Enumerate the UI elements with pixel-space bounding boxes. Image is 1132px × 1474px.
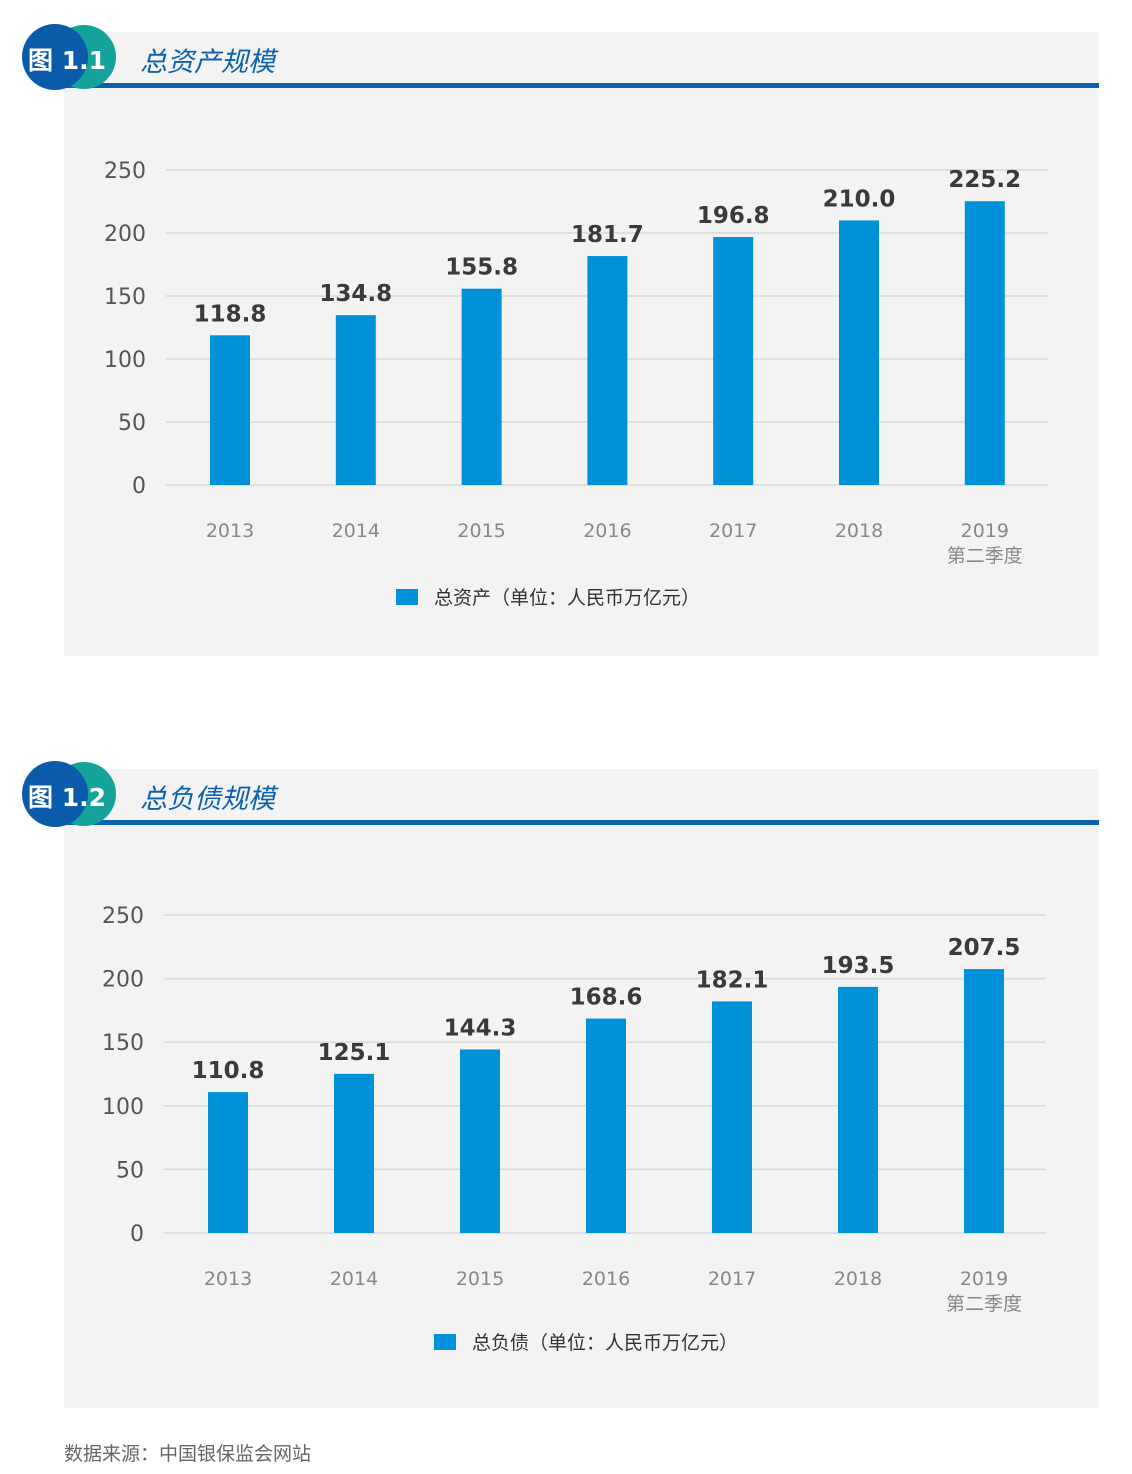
data-label: 125.1	[318, 1040, 391, 1066]
legend-label: 总负债（单位：人民币万亿元）	[472, 1332, 738, 1354]
x-tick-label: 2018	[835, 520, 883, 542]
data-label: 168.6	[570, 985, 643, 1011]
bar	[461, 288, 502, 485]
data-label: 210.0	[823, 186, 896, 212]
y-tick-label: 150	[104, 285, 146, 310]
y-tick-label: 200	[102, 968, 144, 993]
y-tick-label: 100	[104, 348, 146, 373]
header-rule	[64, 83, 1099, 88]
y-tick-label: 200	[104, 222, 146, 247]
data-label: 207.5	[948, 935, 1021, 961]
x-tick-label: 2017	[708, 1268, 756, 1290]
assets-bar-chart: 0 50 100 150 200 250 118.8 2013 134.8 2014 155.8 20…	[104, 159, 1048, 609]
y-tick-label: 0	[130, 1222, 144, 1247]
bar	[839, 220, 879, 485]
y-tick-label: 100	[102, 1095, 144, 1120]
data-label: 144.3	[444, 1015, 517, 1041]
bar	[586, 1018, 626, 1233]
liabilities-bar-chart: 0 50 100 150 200 250 110.8 2013 125.1 2014 144.3 20…	[102, 904, 1046, 1354]
data-label: 181.7	[571, 222, 644, 248]
y-tick-label: 150	[102, 1031, 144, 1056]
bar	[838, 986, 878, 1233]
bar	[712, 1001, 752, 1233]
x-tick-label: 2016	[583, 520, 631, 542]
data-label: 110.8	[192, 1058, 265, 1084]
x-tick-label: 2016	[582, 1268, 630, 1290]
bar	[210, 335, 250, 485]
x-tick-label: 2013	[206, 520, 254, 542]
x-tick-label: 2019	[960, 1268, 1008, 1290]
legend-swatch	[396, 589, 418, 605]
bar	[208, 1092, 248, 1233]
header-rule	[64, 820, 1099, 825]
x-tick-label: 第二季度	[946, 1293, 1022, 1315]
y-tick-label: 250	[104, 159, 146, 184]
chart-panel-liabilities	[64, 769, 1099, 1408]
figure-badge: 图 1.1	[22, 24, 116, 90]
figure-badge: 图 1.2	[22, 761, 116, 827]
data-label: 196.8	[697, 203, 770, 229]
x-tick-label: 2015	[456, 1268, 504, 1290]
chart-title: 总负债规模	[140, 784, 275, 815]
figure-number: 图 1.2	[28, 783, 106, 812]
x-tick-label: 2015	[457, 520, 505, 542]
y-tick-label: 50	[118, 411, 146, 436]
legend-label: 总资产（单位：人民币万亿元）	[434, 587, 700, 609]
source-note: 数据来源：中国银保监会网站	[64, 1443, 312, 1465]
x-tick-label: 第二季度	[947, 545, 1023, 567]
bar	[334, 1073, 374, 1233]
x-tick-label: 2013	[204, 1268, 252, 1290]
x-tick-label: 2018	[834, 1268, 882, 1290]
bar	[587, 256, 628, 485]
data-label: 193.5	[822, 953, 895, 979]
x-tick-label: 2017	[709, 520, 757, 542]
y-tick-label: 50	[116, 1158, 144, 1183]
bar	[964, 201, 1005, 486]
x-tick-label: 2014	[330, 1268, 378, 1290]
bar	[964, 969, 1004, 1233]
data-label: 155.8	[445, 255, 518, 281]
data-label: 134.8	[319, 281, 392, 307]
x-tick-label: 2019	[961, 520, 1009, 542]
bar	[460, 1049, 500, 1233]
legend-swatch	[434, 1334, 456, 1350]
data-label: 225.2	[948, 167, 1021, 193]
figure-number: 图 1.1	[28, 46, 106, 75]
bar	[713, 237, 754, 485]
y-tick-label: 0	[132, 474, 146, 499]
data-label: 118.8	[194, 301, 267, 327]
bar	[335, 315, 376, 485]
data-label: 182.1	[696, 967, 769, 993]
y-tick-label: 250	[102, 904, 144, 929]
chart-title: 总资产规模	[140, 47, 275, 78]
x-tick-label: 2014	[332, 520, 380, 542]
